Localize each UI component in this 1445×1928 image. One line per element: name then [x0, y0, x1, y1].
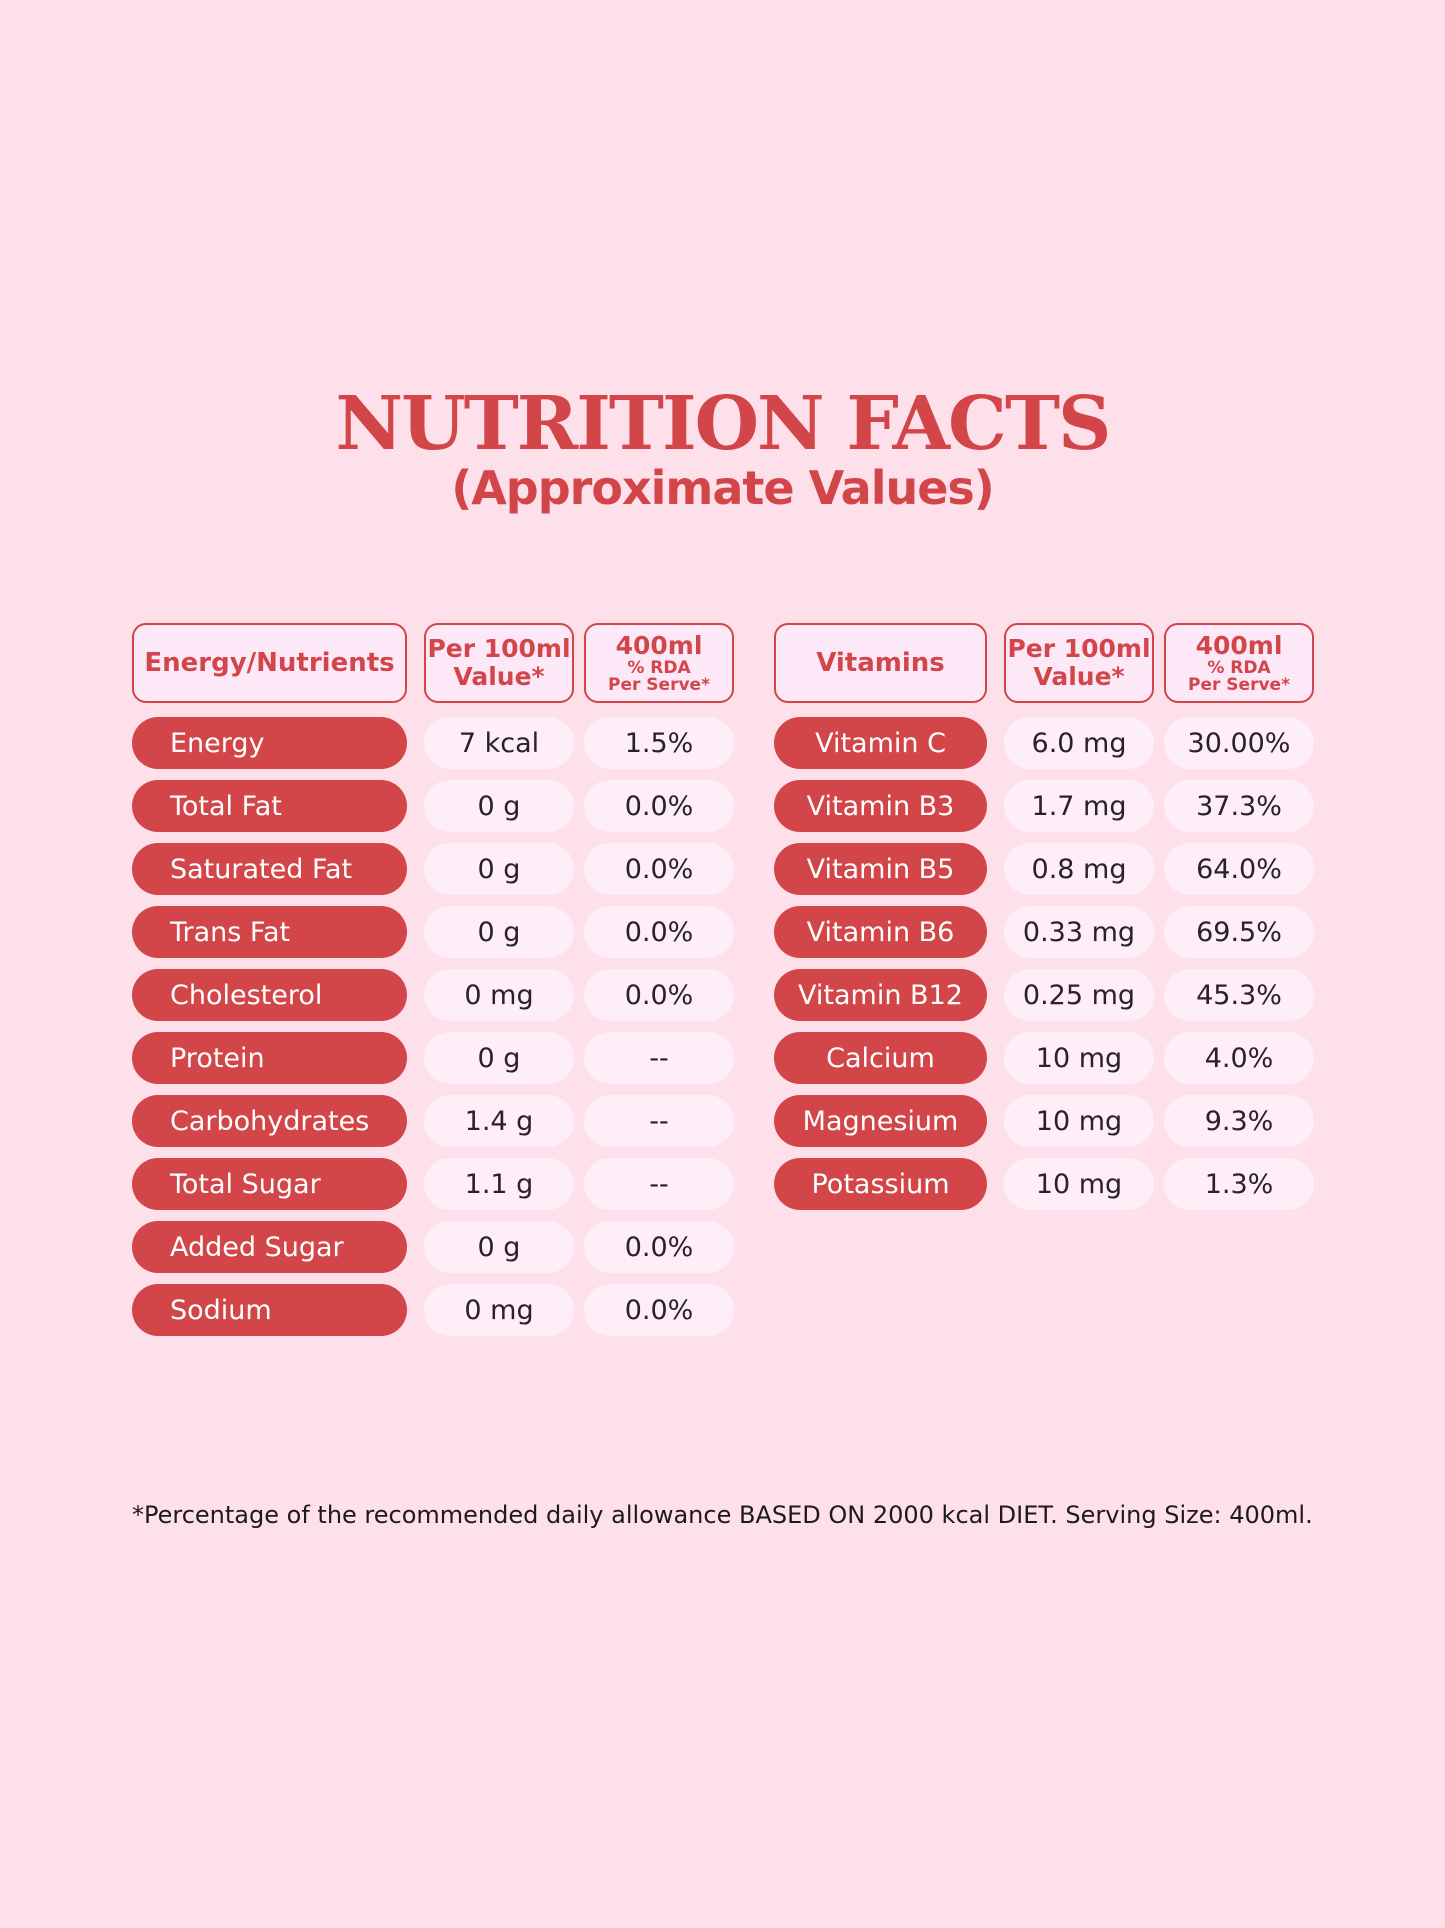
rda-percent: 0.0% [584, 1284, 734, 1336]
table-row: Energy 7 kcal 1.5% [132, 717, 734, 769]
rda-percent: 4.0% [1164, 1032, 1314, 1084]
rda-percent: -- [584, 1032, 734, 1084]
per-100ml-value: 1.7 mg [1004, 780, 1154, 832]
nutrients-header-rda: 400ml % RDA Per Serve* [584, 623, 734, 703]
vitamins-header-row: Vitamins Per 100ml Value* 400ml % RDA Pe… [774, 623, 1314, 703]
nutrient-name: Potassium [774, 1158, 987, 1210]
rda-percent: 30.00% [1164, 717, 1314, 769]
nutrient-name: Vitamin B3 [774, 780, 987, 832]
table-row: Saturated Fat 0 g 0.0% [132, 843, 734, 895]
nutrient-name: Added Sugar [132, 1221, 407, 1273]
per-100ml-value: 10 mg [1004, 1032, 1154, 1084]
vitamins-rows: Vitamin C 6.0 mg 30.00% Vitamin B3 1.7 mg 37.… [774, 717, 1314, 1210]
rda-percent: 0.0% [584, 780, 734, 832]
nutrient-name: Vitamin B5 [774, 843, 987, 895]
nutrients-rows: Energy 7 kcal 1.5% Total Fat 0 g 0.0% Saturate… [132, 717, 734, 1336]
per-100ml-value: 10 mg [1004, 1158, 1154, 1210]
per-100ml-value: 0 g [424, 906, 574, 958]
nutrient-name: Total Fat [132, 780, 407, 832]
nutrients-table: Energy/Nutrients Per 100ml Value* 400ml … [132, 623, 734, 1336]
nutrient-name: Calcium [774, 1032, 987, 1084]
rda-percent: 0.0% [584, 969, 734, 1021]
vitamins-header-rda: 400ml % RDA Per Serve* [1164, 623, 1314, 703]
table-row: Calcium 10 mg 4.0% [774, 1032, 1314, 1084]
per-100ml-value: 0 g [424, 843, 574, 895]
page-title: NUTRITION FACTS [335, 381, 1112, 467]
nutrient-name: Vitamin B6 [774, 906, 987, 958]
vitamins-table: Vitamins Per 100ml Value* 400ml % RDA Pe… [774, 623, 1314, 1210]
per-100ml-value: 0 g [424, 1221, 574, 1273]
footnote: *Percentage of the recommended daily all… [132, 1501, 1313, 1529]
per-100ml-value: 0.8 mg [1004, 843, 1154, 895]
table-row: Vitamin C 6.0 mg 30.00% [774, 717, 1314, 769]
per-100ml-value: 0 g [424, 1032, 574, 1084]
rda-percent: -- [584, 1158, 734, 1210]
per-100ml-value: 7 kcal [424, 717, 574, 769]
rda-percent: 9.3% [1164, 1095, 1314, 1147]
table-row: Vitamin B3 1.7 mg 37.3% [774, 780, 1314, 832]
per-100ml-value: 1.4 g [424, 1095, 574, 1147]
table-row: Sodium 0 mg 0.0% [132, 1284, 734, 1336]
table-row: Total Sugar 1.1 g -- [132, 1158, 734, 1210]
rda-percent: 0.0% [584, 1221, 734, 1273]
rda-percent: -- [584, 1095, 734, 1147]
rda-percent: 1.5% [584, 717, 734, 769]
rda-percent: 1.3% [1164, 1158, 1314, 1210]
per-100ml-value: 0.25 mg [1004, 969, 1154, 1021]
per-100ml-value: 0 mg [424, 969, 574, 1021]
rda-percent: 45.3% [1164, 969, 1314, 1021]
rda-percent: 64.0% [1164, 843, 1314, 895]
vitamins-header-name: Vitamins [774, 623, 987, 703]
table-row: Vitamin B6 0.33 mg 69.5% [774, 906, 1314, 958]
nutrient-name: Sodium [132, 1284, 407, 1336]
nutrient-name: Saturated Fat [132, 843, 407, 895]
table-row: Total Fat 0 g 0.0% [132, 780, 734, 832]
nutrients-header-per100: Per 100ml Value* [424, 623, 574, 703]
table-row: Added Sugar 0 g 0.0% [132, 1221, 734, 1273]
table-row: Vitamin B5 0.8 mg 64.0% [774, 843, 1314, 895]
per-100ml-value: 0.33 mg [1004, 906, 1154, 958]
nutrient-name: Carbohydrates [132, 1095, 407, 1147]
per-100ml-value: 0 g [424, 780, 574, 832]
per-100ml-value: 1.1 g [424, 1158, 574, 1210]
table-row: Potassium 10 mg 1.3% [774, 1158, 1314, 1210]
nutrients-header-row: Energy/Nutrients Per 100ml Value* 400ml … [132, 623, 734, 703]
table-row: Carbohydrates 1.4 g -- [132, 1095, 734, 1147]
rda-percent: 0.0% [584, 843, 734, 895]
rda-percent: 37.3% [1164, 780, 1314, 832]
per-100ml-value: 0 mg [424, 1284, 574, 1336]
nutrients-header-name: Energy/Nutrients [132, 623, 407, 703]
table-row: Vitamin B12 0.25 mg 45.3% [774, 969, 1314, 1021]
nutrient-name: Magnesium [774, 1095, 987, 1147]
page-subtitle: (Approximate Values) [451, 461, 995, 515]
table-row: Magnesium 10 mg 9.3% [774, 1095, 1314, 1147]
per-100ml-value: 6.0 mg [1004, 717, 1154, 769]
table-row: Cholesterol 0 mg 0.0% [132, 969, 734, 1021]
vitamins-header-per100: Per 100ml Value* [1004, 623, 1154, 703]
nutrient-name: Trans Fat [132, 906, 407, 958]
rda-percent: 0.0% [584, 906, 734, 958]
table-row: Trans Fat 0 g 0.0% [132, 906, 734, 958]
nutrient-name: Protein [132, 1032, 407, 1084]
rda-percent: 69.5% [1164, 906, 1314, 958]
nutrient-name: Vitamin B12 [774, 969, 987, 1021]
nutrient-name: Vitamin C [774, 717, 987, 769]
table-row: Protein 0 g -- [132, 1032, 734, 1084]
nutrient-name: Energy [132, 717, 407, 769]
nutrient-name: Cholesterol [132, 969, 407, 1021]
nutrient-name: Total Sugar [132, 1158, 407, 1210]
per-100ml-value: 10 mg [1004, 1095, 1154, 1147]
